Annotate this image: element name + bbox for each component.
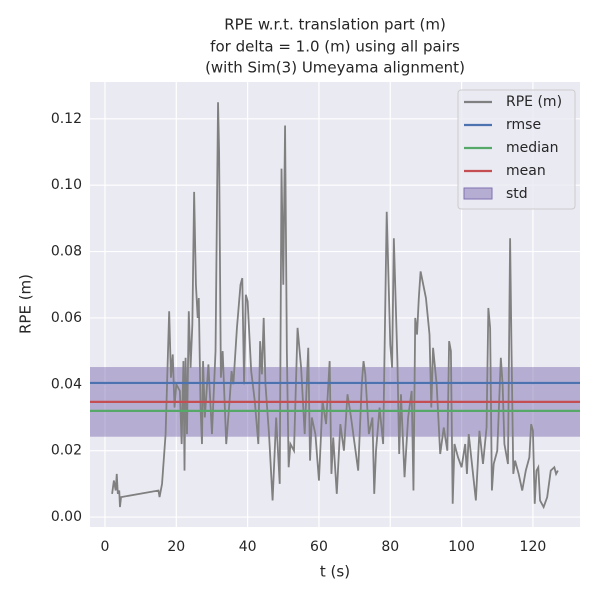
x-tick-label: 20 xyxy=(167,539,185,555)
chart-title: (with Sim(3) Umeyama alignment) xyxy=(205,59,465,77)
x-tick-label: 40 xyxy=(239,539,257,555)
legend-swatch xyxy=(463,187,493,200)
legend-box xyxy=(457,89,576,210)
y-tick-label: 0.06 xyxy=(51,310,82,326)
y-tick-label: 0.04 xyxy=(51,376,82,392)
chart-title: for delta = 1.0 (m) using all pairs xyxy=(210,38,460,56)
y-tick-label: 0.00 xyxy=(51,509,82,525)
legend-label: median xyxy=(506,140,558,156)
chart-title: RPE w.r.t. translation part (m) xyxy=(224,16,446,34)
y-tick-label: 0.10 xyxy=(51,177,82,193)
legend-label: RPE (m) xyxy=(506,94,562,110)
y-tick-label: 0.08 xyxy=(51,244,82,260)
x-tick-label: 120 xyxy=(520,539,547,555)
legend-label: mean xyxy=(506,163,546,179)
y-tick-label: 0.12 xyxy=(51,111,82,127)
y-axis-label: RPE (m) xyxy=(17,274,35,334)
x-tick-label: 80 xyxy=(381,539,399,555)
x-axis-label: t (s) xyxy=(320,563,350,581)
y-tick-label: 0.02 xyxy=(51,443,82,459)
data-line xyxy=(111,102,559,510)
legend-label: std xyxy=(506,186,528,202)
legend-label: rmse xyxy=(506,117,541,133)
x-tick-label: 100 xyxy=(448,539,475,555)
x-tick-label: 0 xyxy=(101,539,110,555)
plot xyxy=(90,102,580,510)
x-tick-label: 60 xyxy=(310,539,328,555)
